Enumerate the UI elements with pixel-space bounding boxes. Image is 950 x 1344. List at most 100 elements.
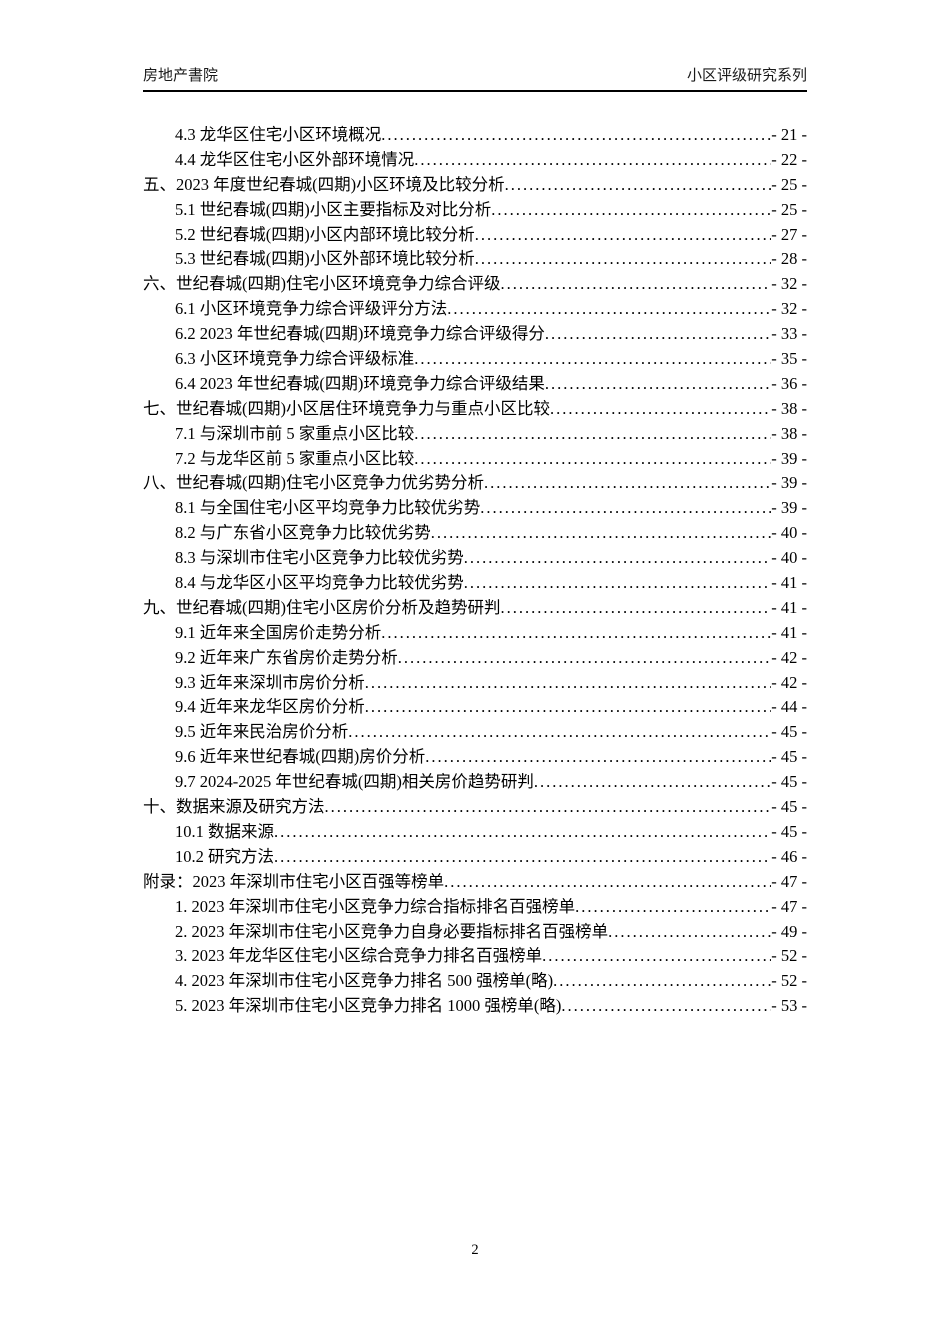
toc-entry-title: 6.1 小区环境竞争力综合评级评分方法 bbox=[175, 299, 448, 319]
toc-entry[interactable]: 9.4 近年来龙华区房价分析 - 44 - bbox=[143, 695, 807, 720]
header-right-text: 小区评级研究系列 bbox=[686, 67, 807, 84]
toc-entry[interactable]: 6.1 小区环境竞争力综合评级评分方法 - 32 - bbox=[143, 297, 807, 322]
toc-entry-page-number: - 45 - bbox=[771, 797, 807, 817]
toc-dot-leader bbox=[550, 397, 771, 422]
toc-entry[interactable]: 6.3 小区环境竞争力综合评级标准 - 35 - bbox=[143, 347, 807, 372]
toc-entry-title: 4.4 龙华区住宅小区外部环境情况 bbox=[175, 149, 415, 169]
toc-dot-leader bbox=[365, 695, 772, 720]
toc-entry[interactable]: 七、世纪春城(四期)小区居住环境竞争力与重点小区比较 - 38 - bbox=[143, 397, 807, 422]
toc-entry-page-number: - 40 - bbox=[771, 548, 807, 568]
toc-dot-leader bbox=[381, 123, 771, 148]
toc-entry[interactable]: 1. 2023 年深圳市住宅小区竞争力综合指标排名百强榜单 - 47 - bbox=[143, 895, 807, 920]
toc-entry[interactable]: 5.2 世纪春城(四期)小区内部环境比较分析 - 27 - bbox=[143, 223, 807, 248]
toc-dot-leader bbox=[325, 795, 772, 820]
toc-dot-leader bbox=[542, 944, 771, 969]
page-number: 2 bbox=[471, 1242, 479, 1258]
toc-entry[interactable]: 2. 2023 年深圳市住宅小区竞争力自身必要指标排名百强榜单 - 49 - bbox=[143, 920, 807, 945]
toc-entry[interactable]: 9.3 近年来深圳市房价分析 - 42 - bbox=[143, 671, 807, 696]
toc-dot-leader bbox=[414, 347, 771, 372]
toc-entry-title: 9.3 近年来深圳市房价分析 bbox=[175, 672, 365, 692]
toc-dot-leader bbox=[398, 646, 772, 671]
table-of-contents: 4.3 龙华区住宅小区环境概况 - 21 - 4.4 龙华区住宅小区外部环境情况 - … bbox=[143, 123, 807, 1019]
toc-entry-page-number: - 39 - bbox=[771, 448, 807, 468]
toc-entry[interactable]: 3. 2023 年龙华区住宅小区综合竞争力排名百强榜单 - 52 - bbox=[143, 944, 807, 969]
toc-dot-leader bbox=[274, 845, 771, 870]
toc-entry-title: 9.5 近年来民治房价分析 bbox=[175, 722, 349, 742]
toc-entry-title: 9.7 2024-2025 年世纪春城(四期)相关房价趋势研判 bbox=[175, 772, 534, 792]
toc-entry[interactable]: 8.1 与全国住宅小区平均竞争力比较优劣势 - 39 - bbox=[143, 496, 807, 521]
toc-entry-title: 2. 2023 年深圳市住宅小区竞争力自身必要指标排名百强榜单 bbox=[175, 921, 609, 941]
toc-entry[interactable]: 9.6 近年来世纪春城(四期)房价分析 - 45 - bbox=[143, 745, 807, 770]
toc-entry-title: 五、2023 年度世纪春城(四期)小区环境及比较分析 bbox=[143, 174, 505, 194]
toc-entry-page-number: - 52 - bbox=[771, 946, 807, 966]
toc-dot-leader bbox=[561, 994, 771, 1019]
toc-entry[interactable]: 5.3 世纪春城(四期)小区外部环境比较分析 - 28 - bbox=[143, 247, 807, 272]
toc-entry-page-number: - 52 - bbox=[771, 971, 807, 991]
toc-entry[interactable]: 4. 2023 年深圳市住宅小区竞争力排名 500 强榜单(略) - 52 - bbox=[143, 969, 807, 994]
toc-entry[interactable]: 九、世纪春城(四期)住宅小区房价分析及趋势研判 - 41 - bbox=[143, 596, 807, 621]
toc-entry-title: 十、数据来源及研究方法 bbox=[143, 797, 325, 817]
toc-entry-title: 6.2 2023 年世纪春城(四期)环境竞争力综合评级得分 bbox=[175, 324, 545, 344]
toc-entry-title: 8.2 与广东省小区竞争力比较优劣势 bbox=[175, 523, 431, 543]
toc-entry[interactable]: 8.3 与深圳市住宅小区竞争力比较优劣势 - 40 - bbox=[143, 546, 807, 571]
toc-entry-page-number: - 25 - bbox=[771, 199, 807, 219]
toc-entry[interactable]: 6.4 2023 年世纪春城(四期)环境竞争力综合评级结果 - 36 - bbox=[143, 372, 807, 397]
toc-entry[interactable]: 4.3 龙华区住宅小区环境概况 - 21 - bbox=[143, 123, 807, 148]
toc-entry-page-number: - 21 - bbox=[771, 125, 807, 144]
toc-entry[interactable]: 9.2 近年来广东省房价走势分析 - 42 - bbox=[143, 646, 807, 671]
toc-dot-leader bbox=[431, 521, 772, 546]
toc-entry[interactable]: 10.2 研究方法 - 46 - bbox=[143, 845, 807, 870]
toc-entry-title: 10.2 研究方法 bbox=[175, 846, 274, 866]
toc-entry-page-number: - 42 - bbox=[771, 647, 807, 667]
toc-entry[interactable]: 9.7 2024-2025 年世纪春城(四期)相关房价趋势研判 - 45 - bbox=[143, 770, 807, 795]
toc-dot-leader bbox=[464, 571, 772, 596]
toc-entry-title: 九、世纪春城(四期)住宅小区房价分析及趋势研判 bbox=[143, 597, 501, 617]
toc-entry-page-number: - 25 - bbox=[771, 174, 807, 194]
toc-entry[interactable]: 8.4 与龙华区小区平均竞争力比较优劣势 - 41 - bbox=[143, 571, 807, 596]
toc-dot-leader bbox=[365, 671, 772, 696]
page-footer: 2 bbox=[0, 1242, 950, 1259]
toc-dot-leader bbox=[414, 148, 771, 173]
toc-entry[interactable]: 十、数据来源及研究方法 - 45 - bbox=[143, 795, 807, 820]
toc-entry-page-number: - 22 - bbox=[771, 149, 807, 169]
toc-entry[interactable]: 附录：2023 年深圳市住宅小区百强等榜单 - 47 - bbox=[143, 870, 807, 895]
toc-entry-page-number: - 33 - bbox=[771, 324, 807, 344]
toc-entry[interactable]: 5. 2023 年深圳市住宅小区竞争力排名 1000 强榜单(略) - 53 - bbox=[143, 994, 807, 1019]
toc-entry[interactable]: 8.2 与广东省小区竞争力比较优劣势 - 40 - bbox=[143, 521, 807, 546]
toc-entry-page-number: - 38 - bbox=[771, 423, 807, 443]
toc-entry-page-number: - 39 - bbox=[771, 498, 807, 518]
toc-entry-page-number: - 45 - bbox=[771, 821, 807, 841]
toc-entry[interactable]: 4.4 龙华区住宅小区外部环境情况 - 22 - bbox=[143, 148, 807, 173]
toc-entry-page-number: - 45 - bbox=[771, 772, 807, 792]
toc-entry[interactable]: 10.1 数据来源 - 45 - bbox=[143, 820, 807, 845]
toc-entry[interactable]: 五、2023 年度世纪春城(四期)小区环境及比较分析 - 25 - bbox=[143, 173, 807, 198]
toc-entry[interactable]: 六、世纪春城(四期)住宅小区环境竞争力综合评级 - 32 - bbox=[143, 272, 807, 297]
toc-entry[interactable]: 9.5 近年来民治房价分析 - 45 - bbox=[143, 720, 807, 745]
toc-entry-title: 8.3 与深圳市住宅小区竞争力比较优劣势 bbox=[175, 548, 464, 568]
toc-entry-title: 1. 2023 年深圳市住宅小区竞争力综合指标排名百强榜单 bbox=[175, 896, 576, 916]
toc-entry-title: 七、世纪春城(四期)小区居住环境竞争力与重点小区比较 bbox=[143, 398, 550, 418]
toc-entry-page-number: - 27 - bbox=[771, 224, 807, 244]
toc-dot-leader bbox=[501, 596, 772, 621]
toc-entry-page-number: - 46 - bbox=[771, 846, 807, 866]
toc-entry-page-number: - 38 - bbox=[771, 398, 807, 418]
toc-entry-page-number: - 40 - bbox=[771, 523, 807, 543]
toc-dot-leader bbox=[575, 895, 771, 920]
toc-entry[interactable]: 7.1 与深圳市前 5 家重点小区比较 - 38 - bbox=[143, 422, 807, 447]
toc-entry-page-number: - 41 - bbox=[771, 597, 807, 617]
toc-entry-title: 3. 2023 年龙华区住宅小区综合竞争力排名百强榜单 bbox=[175, 946, 543, 966]
toc-entry[interactable]: 5.1 世纪春城(四期)小区主要指标及对比分析 - 25 - bbox=[143, 198, 807, 223]
toc-entry-title: 六、世纪春城(四期)住宅小区环境竞争力综合评级 bbox=[143, 274, 501, 294]
toc-entry-title: 5.3 世纪春城(四期)小区外部环境比较分析 bbox=[175, 249, 475, 269]
toc-entry[interactable]: 八、世纪春城(四期)住宅小区竞争力优劣势分析 - 39 - bbox=[143, 471, 807, 496]
toc-entry[interactable]: 7.2 与龙华区前 5 家重点小区比较 - 39 - bbox=[143, 447, 807, 472]
toc-entry-page-number: - 39 - bbox=[771, 473, 807, 493]
toc-entry-title: 8.1 与全国住宅小区平均竞争力比较优劣势 bbox=[175, 498, 481, 518]
toc-entry-title: 6.3 小区环境竞争力综合评级标准 bbox=[175, 349, 415, 369]
toc-dot-leader bbox=[381, 621, 771, 646]
toc-entry[interactable]: 6.2 2023 年世纪春城(四期)环境竞争力综合评级得分 - 33 - bbox=[143, 322, 807, 347]
toc-entry-page-number: - 45 - bbox=[771, 722, 807, 742]
toc-entry[interactable]: 9.1 近年来全国房价走势分析 - 41 - bbox=[143, 621, 807, 646]
toc-dot-leader bbox=[545, 322, 771, 347]
toc-entry-page-number: - 47 - bbox=[771, 896, 807, 916]
